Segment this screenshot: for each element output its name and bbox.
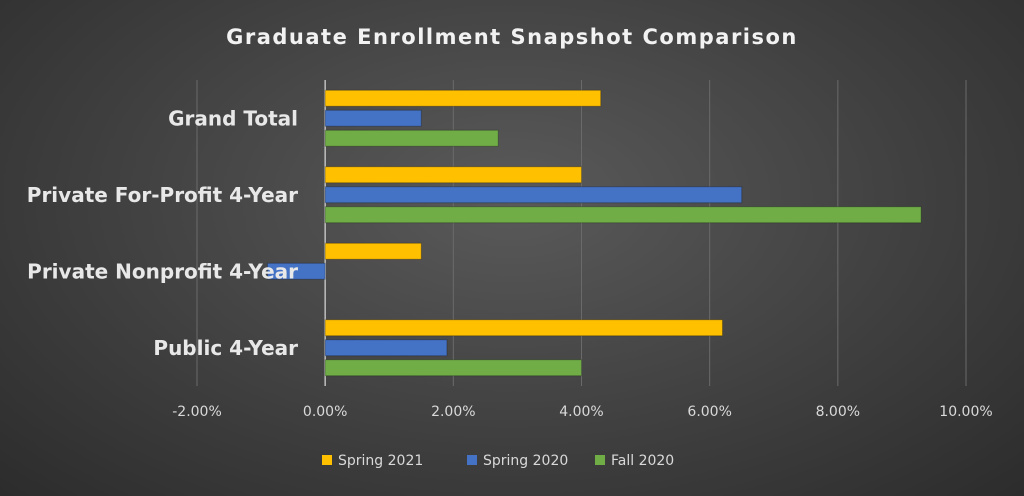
legend-swatch [467, 455, 477, 465]
bar-fall-2020 [324, 129, 499, 147]
legend-label: Fall 2020 [611, 453, 674, 469]
legend-label: Spring 2021 [338, 453, 423, 469]
chart-title: Graduate Enrollment Snapshot Comparison [226, 25, 798, 49]
bar-spring-2021 [324, 319, 723, 337]
x-tick-label: -2.00% [172, 404, 222, 420]
x-tick-label: 4.00% [559, 404, 603, 420]
bar-fall-2020 [324, 206, 922, 224]
x-tick-label: 0.00% [303, 404, 347, 420]
bar-spring-2020 [324, 109, 422, 127]
bar-spring-2020 [266, 262, 326, 280]
category-label: Public 4-Year [153, 336, 298, 360]
category-label: Private Nonprofit 4-Year [27, 259, 298, 283]
bar-spring-2021 [324, 242, 422, 260]
bar-spring-2020 [324, 339, 448, 357]
bar-fall-2020 [324, 359, 582, 377]
bar-spring-2020 [324, 186, 743, 204]
x-tick-label: 8.00% [816, 404, 860, 420]
legend-swatch [322, 455, 332, 465]
x-tick-label: 6.00% [687, 404, 731, 420]
category-label: Private For-Profit 4-Year [27, 183, 298, 207]
legend-label: Spring 2020 [483, 453, 568, 469]
x-tick-label: 10.00% [939, 404, 992, 420]
legend-swatch [595, 455, 605, 465]
x-tick-label: 2.00% [431, 404, 475, 420]
bar-spring-2021 [324, 89, 602, 107]
category-label: Grand Total [168, 106, 298, 130]
bar-spring-2021 [324, 166, 582, 184]
